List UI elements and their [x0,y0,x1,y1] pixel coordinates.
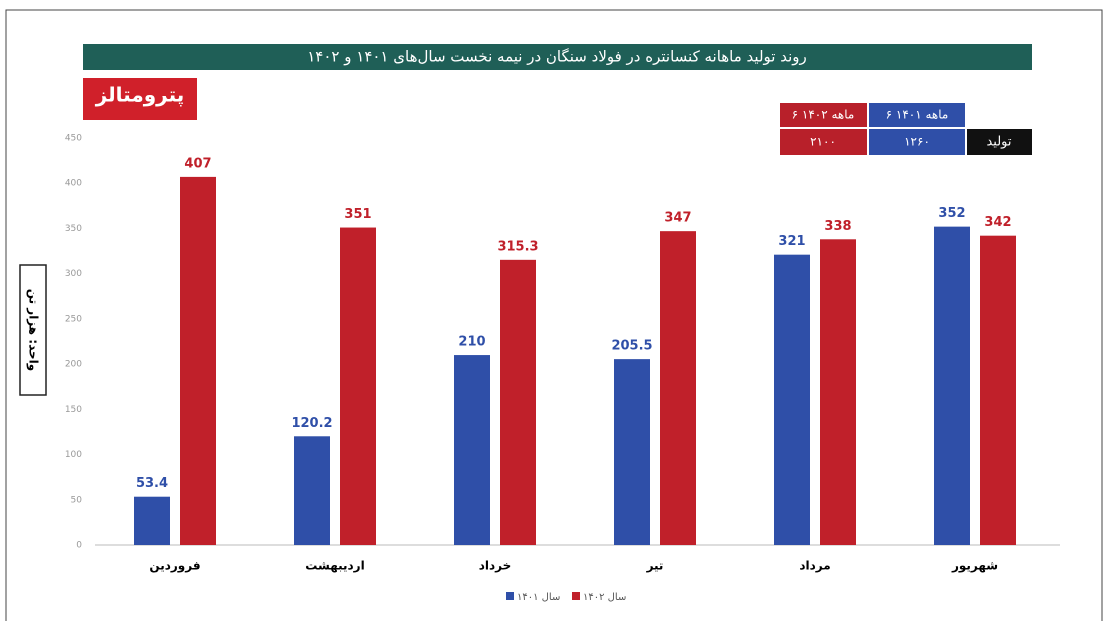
table-cell [780,129,867,155]
data-label: 120.2 [291,416,332,431]
bar [660,231,696,545]
y-tick-label: 0 [76,541,82,551]
bar [774,254,810,545]
y-tick-label: 50 [71,495,83,505]
x-tick-label: اردیبهشت [305,559,364,573]
table-cell [967,129,1032,155]
data-label: 338 [824,219,851,234]
table-cell [780,103,867,127]
table-cell [869,103,965,127]
legend-label: سال ۱۴۰۲ [583,592,626,603]
data-label: 352 [938,206,965,221]
data-label: 321 [778,234,805,249]
y-label-box [19,264,47,396]
bar [454,355,490,545]
table-cell [869,129,965,155]
y-tick-label: 300 [65,269,82,279]
x-tick-label: فروردین [149,559,200,574]
bar [614,359,650,545]
y-tick-label: 400 [65,179,82,189]
legend-swatch [572,592,580,600]
y-tick-label: 250 [65,314,82,324]
x-tick-label: شهریور [951,559,998,574]
bar [500,259,536,545]
y-tick-label: 450 [65,134,82,144]
chart-title: روند تولید ماهانه کنسانتره در فولاد سنگا… [307,48,807,66]
y-tick-label: 100 [65,450,82,460]
frame [5,9,1103,621]
data-label: 315.3 [497,239,538,254]
bar [180,176,216,545]
y-tick-label: 350 [65,224,82,234]
x-tick-label: خرداد [479,559,512,573]
bar [934,226,970,545]
legend-label: سال ۱۴۰۱ [517,592,560,603]
data-label: 205.5 [611,339,652,354]
data-label: 407 [184,156,211,171]
x-tick-label: تیر [646,559,664,573]
table-header: ۶ ماهه ۱۴۰۱ [886,108,949,122]
data-label: 347 [664,211,691,226]
bar [294,436,330,545]
y-tick-label: 150 [65,405,82,415]
y-axis-label: واحد: هزار تن [26,289,41,371]
table-row-label: تولید [986,135,1011,150]
table-header: ۶ ماهه ۱۴۰۲ [792,108,855,122]
data-label: 53.4 [136,476,168,491]
x-tick-label: مرداد [799,559,830,573]
data-label: 210 [458,335,485,350]
title-bar [83,44,1032,70]
bar [134,496,170,545]
logo-box [83,78,197,120]
data-label: 351 [344,207,371,222]
data-label: 342 [984,215,1011,230]
logo: پترومتالز [95,83,185,108]
table-value: ۲۱۰۰ [810,135,836,149]
bar [340,227,376,546]
legend-swatch [506,592,514,600]
y-tick-label: 200 [65,360,82,370]
table-value: ۱۲۶۰ [904,135,930,149]
bar [980,235,1016,545]
bar [820,239,856,545]
